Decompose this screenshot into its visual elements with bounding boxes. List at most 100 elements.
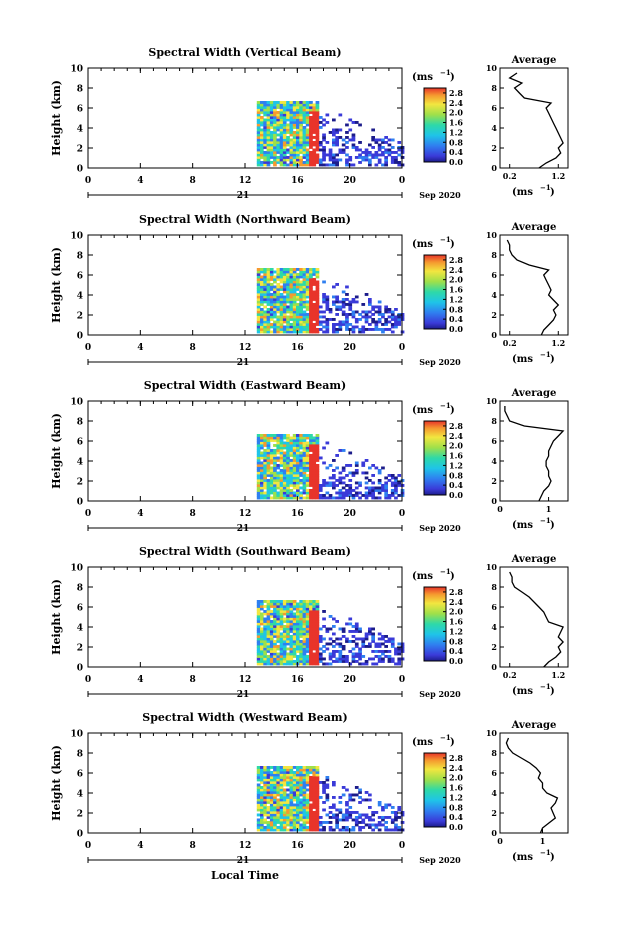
heatmap-cell xyxy=(325,813,330,817)
heatmap-cell xyxy=(368,323,372,326)
heatmap-cell xyxy=(299,781,303,784)
heatmap-cell xyxy=(292,818,297,822)
heatmap-cell xyxy=(282,647,287,651)
heatmap-cell xyxy=(302,128,307,132)
heatmap-cell xyxy=(266,828,271,832)
heatmap-cell xyxy=(260,111,264,114)
heatmap-cell xyxy=(273,451,277,455)
heatmap-cell xyxy=(266,469,271,472)
heatmap-cell xyxy=(312,148,317,152)
heatmap-cell xyxy=(390,491,395,495)
heatmap-cell xyxy=(266,627,271,631)
heatmap-cell xyxy=(263,285,267,289)
heatmap-cell xyxy=(263,318,267,321)
heatmap-cell xyxy=(312,126,317,129)
heatmap-cell xyxy=(273,491,277,495)
heatmap-cell xyxy=(358,652,362,656)
heatmap-cell xyxy=(296,828,300,832)
heatmap-cell xyxy=(315,818,320,822)
heatmap-cell xyxy=(309,293,313,296)
heatmap-cell xyxy=(289,607,294,611)
heatmap-cell xyxy=(400,148,405,152)
heatmap-cell xyxy=(338,449,343,452)
heatmap-cell xyxy=(286,474,290,477)
heatmap-cell xyxy=(282,101,287,104)
heatmap-cell xyxy=(273,153,277,157)
heatmap-cell xyxy=(305,113,310,117)
heatmap-cell xyxy=(286,449,290,452)
heatmap-cell xyxy=(292,275,297,279)
heatmap-cell xyxy=(381,823,385,827)
heatmap-cell xyxy=(390,156,395,159)
heatmap-cell xyxy=(338,479,343,482)
heatmap-cell xyxy=(312,278,317,281)
heatmap-cell xyxy=(296,323,300,326)
heatmap-cell xyxy=(312,143,317,147)
heatmap-cell xyxy=(312,283,317,286)
heatmap-cell xyxy=(312,123,317,127)
colorbar-tick-label: 0.0 xyxy=(449,157,463,167)
heatmap-cell xyxy=(335,308,339,311)
heatmap-cell xyxy=(260,436,264,440)
heatmap-cell xyxy=(315,116,320,119)
heatmap-cell xyxy=(292,660,297,663)
y-tick-label: 6 xyxy=(77,272,83,282)
heatmap-cell xyxy=(309,489,313,492)
heatmap-cell xyxy=(286,131,290,134)
heatmap-cell xyxy=(309,811,313,814)
heatmap-cell xyxy=(299,494,303,497)
heatmap-cell xyxy=(338,305,343,309)
heatmap-cell xyxy=(328,806,333,809)
heatmap-cell xyxy=(299,146,303,149)
heatmap-cell xyxy=(348,491,353,495)
heatmap-cell xyxy=(315,630,320,633)
heatmap-cell xyxy=(279,828,284,832)
heatmap-cell xyxy=(286,660,290,663)
heatmap-cell xyxy=(266,158,271,162)
heatmap-cell xyxy=(296,123,300,127)
heatmap-cell xyxy=(282,133,287,137)
heatmap-cell xyxy=(273,494,277,497)
colorbar-unit-sup: −1 xyxy=(440,235,451,244)
heatmap-cell xyxy=(292,474,297,477)
y-tick-label: 4 xyxy=(77,790,83,800)
heatmap-cell xyxy=(279,143,284,147)
heatmap-cell xyxy=(312,280,317,284)
avg-profile-line xyxy=(505,737,559,834)
heatmap-cell xyxy=(276,270,281,274)
heatmap-cell xyxy=(276,444,281,447)
heatmap-cell xyxy=(256,776,261,779)
heatmap-cell xyxy=(286,128,290,132)
heatmap-cell xyxy=(397,660,402,663)
heatmap-cell xyxy=(338,128,343,132)
heatmap-cell xyxy=(276,607,281,611)
heatmap-cell xyxy=(318,816,323,819)
heatmap-cell xyxy=(266,813,271,817)
heatmap-cell xyxy=(305,491,310,495)
heatmap-cell xyxy=(269,803,274,807)
heatmap-cell xyxy=(286,320,290,324)
heatmap-cell xyxy=(263,826,267,829)
heatmap-cells xyxy=(256,101,405,167)
heatmap-cell xyxy=(315,637,320,641)
heatmap-cell xyxy=(338,650,343,653)
heatmap-cell xyxy=(309,660,313,663)
heatmap-cell xyxy=(341,655,346,658)
heatmap-cell xyxy=(332,131,336,134)
heatmap-cell xyxy=(318,828,323,832)
x-tick-label: 4 xyxy=(137,841,143,851)
heatmap-cell xyxy=(286,293,290,296)
heatmap-cell xyxy=(263,655,267,658)
colorbar-unit-sup: −1 xyxy=(440,567,451,576)
heatmap-cell xyxy=(315,803,320,807)
heatmap-cell xyxy=(312,632,317,636)
heatmap-cell xyxy=(269,615,274,618)
heatmap-cell xyxy=(279,484,284,487)
heatmap-cell xyxy=(282,141,287,144)
heatmap-cell xyxy=(394,811,398,814)
heatmap-cell xyxy=(256,637,261,641)
heatmap-cell xyxy=(286,766,290,769)
heatmap-cell xyxy=(276,138,281,142)
heatmap-cell xyxy=(292,612,297,616)
heatmap-cell xyxy=(269,786,274,789)
